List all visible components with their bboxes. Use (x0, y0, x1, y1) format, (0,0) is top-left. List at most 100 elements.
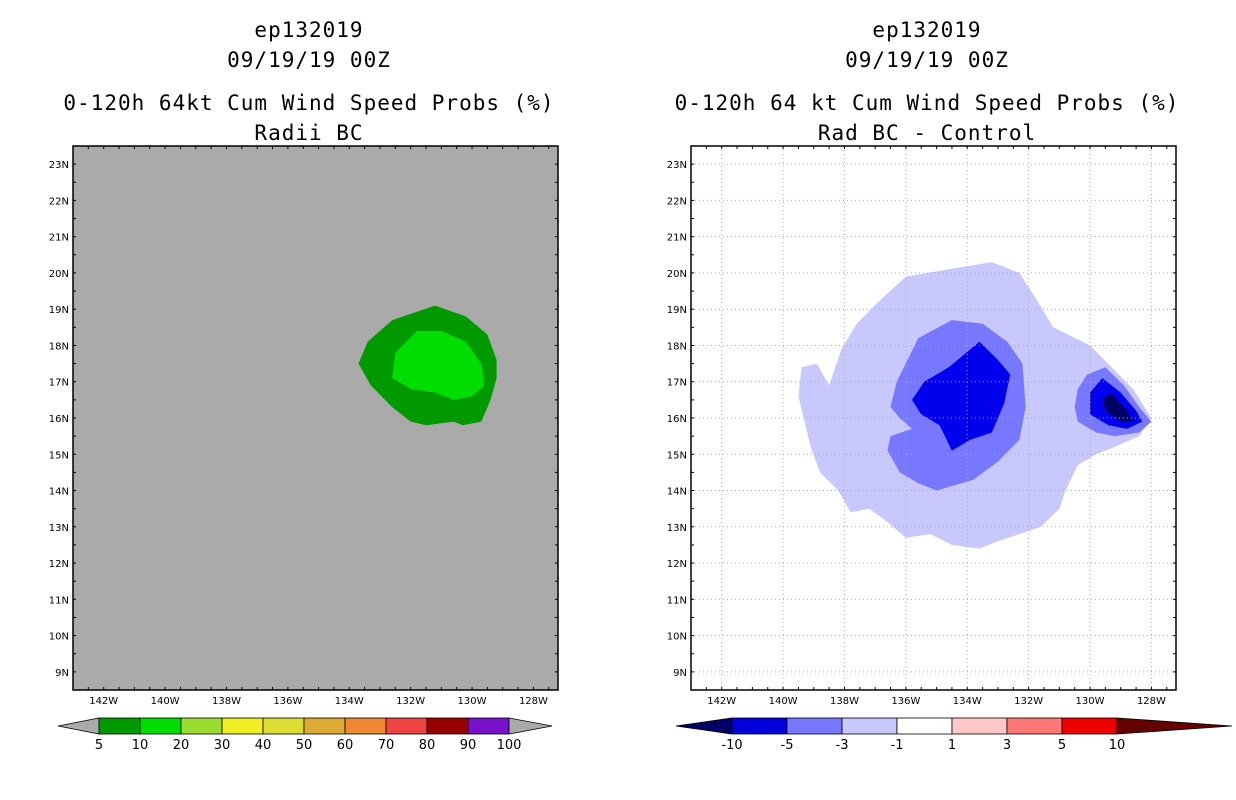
x-tick-label: 136W (273, 696, 302, 707)
colorbar-over-arrow (508, 717, 553, 735)
y-tick-label: 18N (667, 341, 687, 352)
colorbar-cell (1061, 717, 1118, 735)
colorbar-cell (303, 717, 346, 735)
y-tick-label: 14N (49, 487, 69, 498)
colorbar-label: 90 (460, 738, 477, 753)
x-tick-label: 136W (891, 696, 920, 707)
x-tick-label: 130W (1076, 696, 1105, 707)
colorbar-under-arrow (57, 717, 100, 735)
colorbar-cell (262, 717, 305, 735)
colorbar-cell (841, 717, 898, 735)
colorbar-label: 5 (1058, 738, 1066, 753)
x-tick-label: 130W (458, 696, 487, 707)
colorbar-cell (139, 717, 182, 735)
colorbar-cell (467, 717, 510, 735)
colorbar-cell (98, 717, 141, 735)
colorbar-label: 10 (132, 738, 149, 753)
colorbar-label: -10 (721, 738, 742, 753)
y-tick-label: 15N (667, 450, 687, 461)
x-tick-label: 138W (830, 696, 859, 707)
y-tick-label: 21N (667, 233, 687, 244)
right-title-product: 0-120h 64 kt Cum Wind Speed Probs (%) (674, 91, 1180, 115)
y-tick-label: 23N (667, 160, 687, 171)
contour--10 (1102, 392, 1133, 422)
colorbar-label: 1 (948, 738, 956, 753)
colorbar-label: 100 (497, 738, 522, 753)
right-title-date: 09/19/19 00Z (845, 48, 1009, 72)
y-tick-label: 9N (673, 668, 687, 679)
colorbar-label: 20 (173, 738, 190, 753)
y-tick-label: 22N (667, 196, 687, 207)
colorbar-label: 70 (378, 738, 395, 753)
plot-background (73, 146, 558, 690)
y-tick-label: 19N (49, 305, 69, 316)
x-tick-label: 140W (769, 696, 798, 707)
colorbar-cell (426, 717, 469, 735)
x-tick-label: 134W (953, 696, 982, 707)
colorbar-over-arrow (1116, 717, 1233, 735)
y-tick-label: 13N (667, 523, 687, 534)
left-title-product: 0-120h 64kt Cum Wind Speed Probs (%) (63, 91, 555, 115)
x-tick-label: 138W (212, 696, 241, 707)
y-tick-label: 9N (55, 668, 69, 679)
x-tick-label: 128W (1137, 696, 1166, 707)
left-subtitle: Radii BC (254, 121, 364, 145)
y-tick-label: 19N (667, 305, 687, 316)
y-tick-label: 14N (667, 487, 687, 498)
x-tick-label: 134W (335, 696, 364, 707)
y-tick-label: 17N (667, 378, 687, 389)
right-panel: ep132019 09/19/19 00Z 0-120h 64 kt Cum W… (618, 0, 1236, 800)
colorbar-cell (344, 717, 387, 735)
colorbar-cell (221, 717, 264, 735)
y-tick-label: 13N (49, 523, 69, 534)
contour--10-to-5 (912, 341, 1011, 451)
y-tick-label: 18N (49, 341, 69, 352)
left-chart: 142W 140W 138W 136W 134W 132W 130W 128W 23N 22N 21… (49, 145, 559, 753)
colorbar-label: 50 (296, 738, 313, 753)
colorbar-cell (786, 717, 843, 735)
y-tick-label: 11N (667, 595, 687, 606)
right-chart: 142W 140W 138W 136W 134W 132W 130W 128W 23N 22N 21… (667, 145, 1233, 753)
colorbar-label: -5 (781, 738, 794, 753)
y-tick-label: 16N (49, 414, 69, 425)
colorbar-label: 40 (255, 738, 272, 753)
colorbar-cell (896, 717, 953, 735)
left-title-date: 09/19/19 00Z (227, 48, 391, 72)
y-tick-label: 12N (667, 559, 687, 570)
y-tick-label: 17N (49, 378, 69, 389)
colorbar-label: 10 (1109, 738, 1126, 753)
y-tick-label: 15N (49, 450, 69, 461)
x-tick-label: 132W (1014, 696, 1043, 707)
y-tick-label: 22N (49, 196, 69, 207)
colorbar-label: -1 (891, 738, 904, 753)
left-title-storm-id: ep132019 (254, 18, 364, 42)
colorbar-cell (951, 717, 1008, 735)
y-tick-label: 10N (49, 632, 69, 643)
colorbar-label: 60 (337, 738, 354, 753)
left-panel: ep132019 09/19/19 00Z 0-120h 64kt Cum Wi… (49, 18, 559, 753)
colorbar-under-arrow (675, 717, 733, 735)
y-tick-label: 12N (49, 559, 69, 570)
colorbar-label: 30 (214, 738, 231, 753)
y-tick-label: 20N (49, 269, 69, 280)
y-tick-label: 10N (667, 632, 687, 643)
colorbar-cell (385, 717, 428, 735)
colorbar-label: -3 (836, 738, 849, 753)
x-tick-label: 140W (151, 696, 180, 707)
y-tick-label: 23N (49, 160, 69, 171)
colorbar-label: 5 (95, 738, 103, 753)
y-tick-label: 21N (49, 233, 69, 244)
right-title-storm-id: ep132019 (872, 18, 982, 42)
contour-10-20 (392, 331, 485, 400)
x-tick-label: 128W (519, 696, 548, 707)
x-tick-label: 142W (707, 696, 736, 707)
colorbar-label: 80 (419, 738, 436, 753)
colorbar-cell (731, 717, 788, 735)
y-tick-label: 20N (667, 269, 687, 280)
colorbar-cell (180, 717, 223, 735)
colorbar-cell (1006, 717, 1063, 735)
x-tick-label: 142W (89, 696, 118, 707)
colorbar-label: 3 (1003, 738, 1011, 753)
y-tick-label: 11N (49, 595, 69, 606)
right-subtitle: Rad BC - Control (817, 121, 1037, 145)
